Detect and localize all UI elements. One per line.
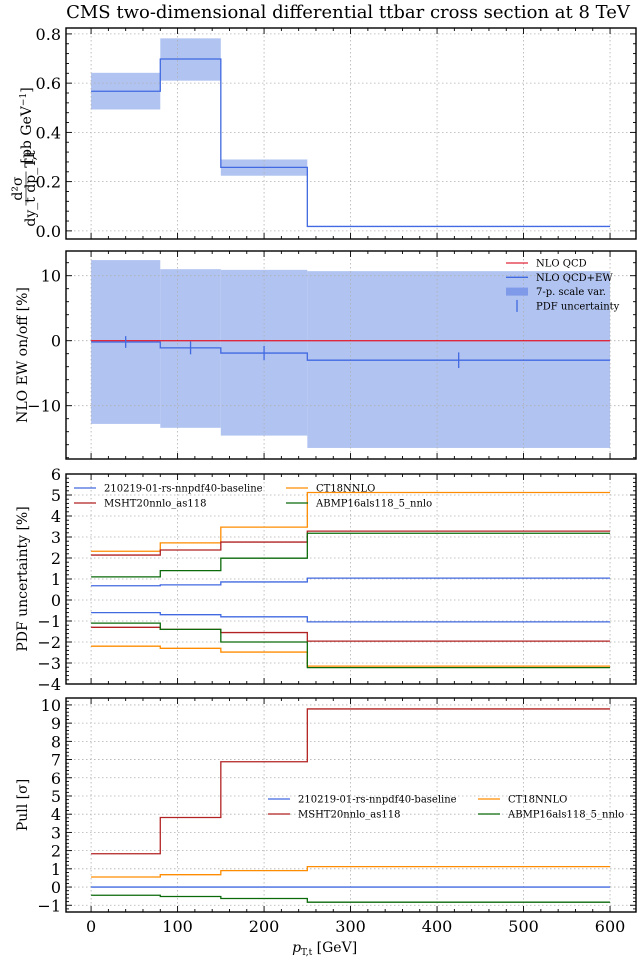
y-tick-label: 0	[51, 878, 61, 897]
legend-swatch-patch	[506, 287, 528, 296]
y-tick-label: 6	[51, 465, 61, 484]
y-tick-label: 5	[51, 787, 61, 806]
y-tick-label: −1	[37, 896, 61, 915]
x-tick-label: 400	[422, 917, 453, 936]
legend-label: NLO QCD	[536, 259, 587, 270]
y-label-numerator: d²σ	[10, 176, 26, 201]
legend-entry: ABMP16als118_5_nnlo	[286, 499, 432, 510]
legend-entry: NLO QCD+EW	[506, 273, 613, 284]
y-tick-label: 0.2	[36, 173, 61, 192]
legend-label: MSHT20nnlo_as118	[298, 810, 401, 821]
y-tick-label: 0.0	[36, 222, 61, 241]
x-tick-label: 200	[249, 917, 280, 936]
y-tick-label: −3	[37, 654, 61, 673]
x-tick-label: 300	[335, 917, 366, 936]
x-tick-label: 500	[508, 917, 539, 936]
series-line	[91, 622, 611, 669]
plot-area	[66, 698, 636, 912]
series-line	[91, 58, 611, 228]
legend-label: CT18NNLO	[316, 484, 375, 495]
panel-ew: −10 0 10 NLO EW on/off [%] NLO QCD NLO QCD+EW…	[15, 250, 637, 460]
legend-label: 7-p. scale var.	[536, 287, 606, 298]
panel-pdf: −4 −3 −2 −1 0 1 2 3 4 5 6 PDF uncertainty [%] 210219…	[15, 465, 637, 694]
plot-area	[66, 28, 636, 239]
y-label-unit: [pb GeV−1]	[19, 87, 35, 163]
y-tick-label: −1	[37, 612, 61, 631]
y-axis-label: Pull [σ]	[15, 779, 31, 831]
legend-label: ABMP16als118_5_nnlo	[507, 810, 624, 821]
legend-label: 210219-01-rs-nnpdf40-baseline	[104, 484, 263, 495]
series-line	[91, 708, 611, 855]
legend-entry: MSHT20nnlo_as118	[74, 499, 207, 510]
x-tick-label: 100	[162, 917, 193, 936]
y-tick-label: 1	[51, 570, 61, 589]
y-axis-label: NLO EW on/off [%]	[15, 287, 31, 423]
y-tick-label: 0	[51, 332, 61, 351]
series-line	[91, 577, 611, 587]
legend-entry: 210219-01-rs-nnpdf40-baseline	[74, 484, 263, 495]
y-label-denominator: dy_t dp_T,t	[23, 150, 39, 227]
legend: 210219-01-rs-nnpdf40-baseline MSHT20nnlo_…	[74, 484, 432, 510]
series-line	[91, 341, 611, 361]
legend-entry: CT18NNLO	[478, 795, 567, 806]
y-tick-label: 10	[41, 696, 61, 715]
legend-entry: MSHT20nnlo_as118	[268, 810, 401, 821]
y-tick-label: 0.4	[36, 123, 61, 142]
y-tick-label: 3	[51, 528, 61, 547]
legend: 210219-01-rs-nnpdf40-baseline MSHT20nnlo_…	[268, 795, 624, 821]
legend-label: 210219-01-rs-nnpdf40-baseline	[298, 795, 457, 806]
y-tick-label: −10	[27, 397, 61, 416]
legend-entry: ABMP16als118_5_nnlo	[478, 810, 624, 821]
legend: NLO QCD NLO QCD+EW 7-p. scale var. PDF unce…	[506, 259, 620, 312]
plot-area	[66, 474, 636, 684]
legend-entry: 7-p. scale var.	[506, 287, 606, 298]
y-tick-label: 9	[51, 714, 61, 733]
y-tick-label: 2	[51, 842, 61, 861]
x-tick-label: 0	[86, 917, 96, 936]
legend-entry: CT18NNLO	[286, 484, 375, 495]
x-tick-label: 600	[595, 917, 626, 936]
legend-label: PDF uncertainty	[536, 301, 620, 312]
chart-title: CMS two-dimensional differential ttbar c…	[66, 2, 631, 23]
y-tick-label: 6	[51, 769, 61, 788]
legend-entry: PDF uncertainty	[516, 299, 620, 312]
legend-label: MSHT20nnlo_as118	[104, 499, 207, 510]
y-tick-label: 4	[51, 507, 61, 526]
series-line	[91, 532, 611, 578]
axes-frame	[65, 27, 637, 240]
y-axis-label: PDF uncertainty [%]	[15, 506, 31, 651]
y-tick-label: 2	[51, 549, 61, 568]
y-tick-label: 10	[41, 267, 61, 286]
y-tick-label: 3	[51, 823, 61, 842]
legend-entry: 210219-01-rs-nnpdf40-baseline	[268, 795, 457, 806]
legend-label: NLO QCD+EW	[536, 273, 613, 284]
y-tick-label: 0	[51, 591, 61, 610]
y-tick-label: 7	[51, 751, 61, 770]
legend-label: ABMP16als118_5_nnlo	[315, 499, 432, 510]
series-line	[91, 611, 611, 623]
plot-area	[66, 251, 636, 459]
series-line	[91, 866, 611, 878]
y-tick-label: 0.6	[36, 74, 61, 93]
y-tick-label: 5	[51, 486, 61, 505]
y-tick-label: −4	[37, 675, 61, 694]
y-tick-label: 4	[51, 805, 61, 824]
y-tick-label: 8	[51, 732, 61, 751]
y-tick-label: 1	[51, 860, 61, 879]
x-axis-label: pT,t [GeV]	[292, 940, 357, 958]
y-tick-label: −2	[37, 633, 61, 652]
legend-entry: NLO QCD	[506, 259, 587, 270]
y-tick-label: 0.8	[36, 25, 61, 44]
series-line	[91, 894, 611, 903]
legend-label: CT18NNLO	[508, 795, 567, 806]
